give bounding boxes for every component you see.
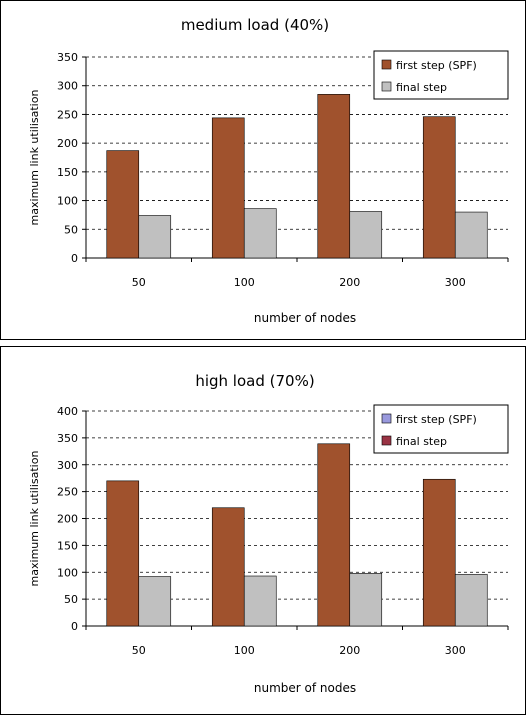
y-tick-label: 200 xyxy=(57,137,78,150)
legend-label-final-step: final step xyxy=(396,435,447,448)
legend-label-final-step: final step xyxy=(396,81,447,94)
y-tick-label: 50 xyxy=(64,223,78,236)
x-axis-label: number of nodes xyxy=(254,311,356,325)
x-tick-label: 100 xyxy=(234,276,255,289)
legend-box xyxy=(373,50,509,100)
y-tick-label: 0 xyxy=(71,620,78,633)
bar-first-step xyxy=(211,117,245,259)
x-tick-label: 200 xyxy=(339,276,360,289)
y-tick-label: 300 xyxy=(57,459,78,472)
bar-first-step xyxy=(106,480,140,627)
bar-final-step xyxy=(138,576,172,627)
y-tick-label: 50 xyxy=(64,593,78,606)
y-tick-label: 150 xyxy=(57,539,78,552)
bar-first-step xyxy=(211,507,245,627)
x-tick-label: 100 xyxy=(234,644,255,657)
legend-box xyxy=(373,404,509,454)
y-tick-label: 100 xyxy=(57,566,78,579)
x-tick-label: 50 xyxy=(132,276,146,289)
y-axis-label: maximum link utilisation xyxy=(28,451,41,587)
bar-final-step xyxy=(138,215,172,259)
y-tick-label: 150 xyxy=(57,166,78,179)
chart-title: high load (70%) xyxy=(195,372,314,390)
y-tick-label: 250 xyxy=(57,486,78,499)
x-tick-label: 200 xyxy=(339,644,360,657)
chart-panel-high-load: high load (70%) 0 50 100 150 200 250 300 350 400 5… xyxy=(0,346,526,715)
x-tick-label: 50 xyxy=(132,644,146,657)
bar-final-step xyxy=(454,211,488,259)
legend-label-first-step: first step (SPF) xyxy=(396,413,477,426)
y-tick-label: 100 xyxy=(57,195,78,208)
bar-final-step xyxy=(243,208,277,259)
y-tick-label: 200 xyxy=(57,513,78,526)
bar-final-step xyxy=(349,573,383,627)
x-tick-label: 300 xyxy=(445,644,466,657)
legend-swatch-final-step xyxy=(381,81,392,92)
bar-first-step xyxy=(422,478,456,627)
y-tick-label: 350 xyxy=(57,51,78,64)
bar-final-step xyxy=(349,211,383,259)
y-tick-label: 350 xyxy=(57,432,78,445)
chart-high-load: high load (70%) 0 50 100 150 200 250 300 350 400 5… xyxy=(0,346,526,715)
legend-swatch-first-step xyxy=(381,413,392,424)
bar-first-step xyxy=(317,94,351,259)
y-axis-label: maximum link utilisation xyxy=(28,90,41,226)
y-tick-label: 300 xyxy=(57,80,78,93)
bar-first-step xyxy=(106,150,140,259)
bar-first-step xyxy=(422,116,456,259)
x-tick-label: 300 xyxy=(445,276,466,289)
legend-label-first-step: first step (SPF) xyxy=(396,59,477,72)
x-axis-label: number of nodes xyxy=(254,681,356,695)
bar-final-step xyxy=(454,574,488,627)
legend-swatch-first-step xyxy=(381,59,392,70)
legend-swatch-final-step xyxy=(381,435,392,446)
chart-panel-medium-load: medium load (40%) 0 50 100 150 200 250 300 350 50… xyxy=(0,0,526,340)
y-tick-label: 0 xyxy=(71,252,78,265)
chart-medium-load: medium load (40%) 0 50 100 150 200 250 300 350 50… xyxy=(0,0,526,340)
y-tick-label: 250 xyxy=(57,108,78,121)
bar-final-step xyxy=(243,575,277,627)
y-tick-label: 400 xyxy=(57,405,78,418)
bar-first-step xyxy=(317,443,351,627)
chart-title: medium load (40%) xyxy=(181,16,329,34)
